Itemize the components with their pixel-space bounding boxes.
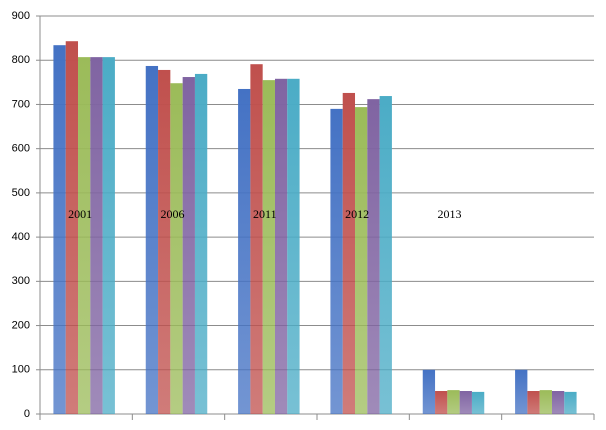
bar [471, 391, 485, 414]
bar [170, 83, 183, 415]
bar [182, 77, 195, 414]
y-tick-label: 600 [12, 143, 30, 155]
category-label: 2006 [161, 207, 185, 221]
y-tick-label: 0 [24, 408, 30, 420]
y-tick-label: 200 [12, 319, 30, 331]
bar [250, 64, 263, 415]
category-label: 2001 [68, 207, 92, 221]
bar [262, 80, 275, 414]
y-tick-label: 500 [12, 187, 30, 199]
bar [102, 57, 115, 414]
bar [551, 391, 565, 414]
bar [145, 65, 159, 415]
bar [435, 391, 448, 414]
bar [539, 390, 552, 414]
bar [459, 391, 472, 414]
bar [367, 99, 380, 414]
bar [238, 88, 251, 414]
y-tick-label: 400 [12, 231, 30, 243]
bar [287, 78, 300, 414]
bar [355, 107, 368, 414]
y-tick-label: 700 [12, 98, 30, 110]
bar [342, 92, 356, 415]
bar [78, 57, 91, 414]
bar [564, 391, 577, 414]
y-tick-label: 800 [12, 54, 30, 66]
bar [447, 390, 460, 414]
bar [515, 369, 528, 414]
bar [330, 108, 343, 414]
y-tick-label: 300 [12, 275, 30, 287]
y-tick-label: 100 [12, 364, 30, 376]
bar [65, 41, 79, 414]
bar [194, 73, 208, 414]
category-label: 2012 [345, 207, 369, 221]
bar [158, 69, 171, 414]
category-label: 2011 [253, 207, 277, 221]
bar [53, 45, 66, 414]
bar [274, 78, 288, 414]
bar [527, 391, 540, 414]
bar [422, 369, 436, 414]
bar [90, 57, 103, 414]
bar [379, 96, 392, 414]
category-label: 2013 [438, 207, 462, 221]
y-tick-label: 900 [12, 10, 30, 22]
